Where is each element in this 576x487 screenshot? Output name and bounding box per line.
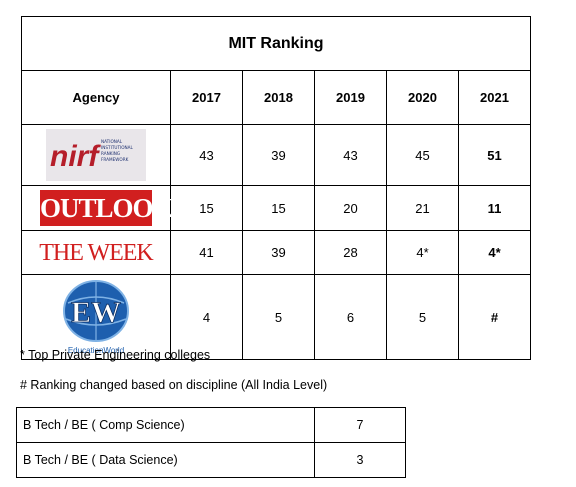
header-year: 2020 — [386, 70, 459, 125]
rank-value: 5 — [242, 274, 315, 360]
header-year: 2017 — [170, 70, 243, 125]
agency-cell: OUTLOOK — [21, 185, 174, 231]
svg-text:INSTITUTIONAL: INSTITUTIONAL — [101, 145, 134, 150]
rank-value: 15 — [170, 185, 243, 231]
header-row: Agency 2017 2018 2019 2020 2021 — [21, 70, 531, 125]
educationworld-logo: EW EducationWorld — [63, 280, 129, 355]
header-year: 2018 — [242, 70, 315, 125]
ew-logo-subtext: EducationWorld — [68, 346, 124, 355]
rank-value: 41 — [170, 230, 243, 275]
header-agency: Agency — [21, 70, 171, 125]
table-row: B Tech / BE ( Data Science) 3 — [16, 442, 406, 478]
rank-value: 11 — [458, 185, 531, 231]
rank-value: 4 — [170, 274, 243, 360]
the-week-logo: THE WEEK — [39, 239, 154, 266]
agency-cell: THE WEEK — [21, 230, 171, 275]
rank-value: 45 — [386, 124, 459, 186]
rank-value: 39 — [242, 124, 315, 186]
outlook-logo: OUTLOOK — [40, 190, 174, 226]
table-row: B Tech / BE ( Comp Science) 7 — [16, 407, 406, 443]
rank-value: 15 — [242, 185, 315, 231]
svg-text:NATIONAL: NATIONAL — [101, 139, 123, 144]
table-title: MIT Ranking — [21, 16, 531, 71]
header-year: 2019 — [314, 70, 387, 125]
rank-value: 43 — [314, 124, 387, 186]
rank-value: 6 — [314, 274, 387, 360]
table-row: OUTLOOK 15 15 20 21 11 — [21, 185, 531, 231]
note-asterisk: * Top Private Engineering colleges — [20, 348, 211, 362]
discipline-value: 3 — [314, 442, 406, 478]
rank-value: 28 — [314, 230, 387, 275]
rank-value: 43 — [170, 124, 243, 186]
svg-text:FRAMEWORK: FRAMEWORK — [101, 157, 129, 162]
discipline-value: 7 — [314, 407, 406, 443]
ranking-table: MIT Ranking Agency 2017 2018 2019 2020 2… — [21, 16, 531, 360]
rank-value: 5 — [386, 274, 459, 360]
svg-text:RANKING: RANKING — [101, 151, 120, 156]
note-hash: # Ranking changed based on discipline (A… — [20, 378, 328, 392]
rank-value: 20 — [314, 185, 387, 231]
rank-value: 51 — [458, 124, 531, 186]
nirf-logo: nirf NATIONAL INSTITUTIONAL RANKING FRAM… — [46, 129, 146, 181]
nirf-logo-text: nirf — [50, 140, 101, 173]
rank-value: # — [458, 274, 531, 360]
header-year: 2021 — [458, 70, 531, 125]
agency-cell: EW EducationWorld — [21, 274, 171, 360]
discipline-table: B Tech / BE ( Comp Science) 7 B Tech / B… — [16, 407, 406, 478]
table-row: EW EducationWorld 4 5 6 5 # — [21, 274, 531, 360]
discipline-label: B Tech / BE ( Data Science) — [16, 442, 315, 478]
ew-logo-text: EW — [71, 296, 121, 329]
table-row: THE WEEK 41 39 28 4* 4* — [21, 230, 531, 275]
rank-value: 39 — [242, 230, 315, 275]
rank-value: 4* — [386, 230, 459, 275]
rank-value: 4* — [458, 230, 531, 275]
discipline-label: B Tech / BE ( Comp Science) — [16, 407, 315, 443]
table-row: nirf NATIONAL INSTITUTIONAL RANKING FRAM… — [21, 124, 531, 186]
agency-cell: nirf NATIONAL INSTITUTIONAL RANKING FRAM… — [21, 124, 171, 186]
rank-value: 21 — [386, 185, 459, 231]
